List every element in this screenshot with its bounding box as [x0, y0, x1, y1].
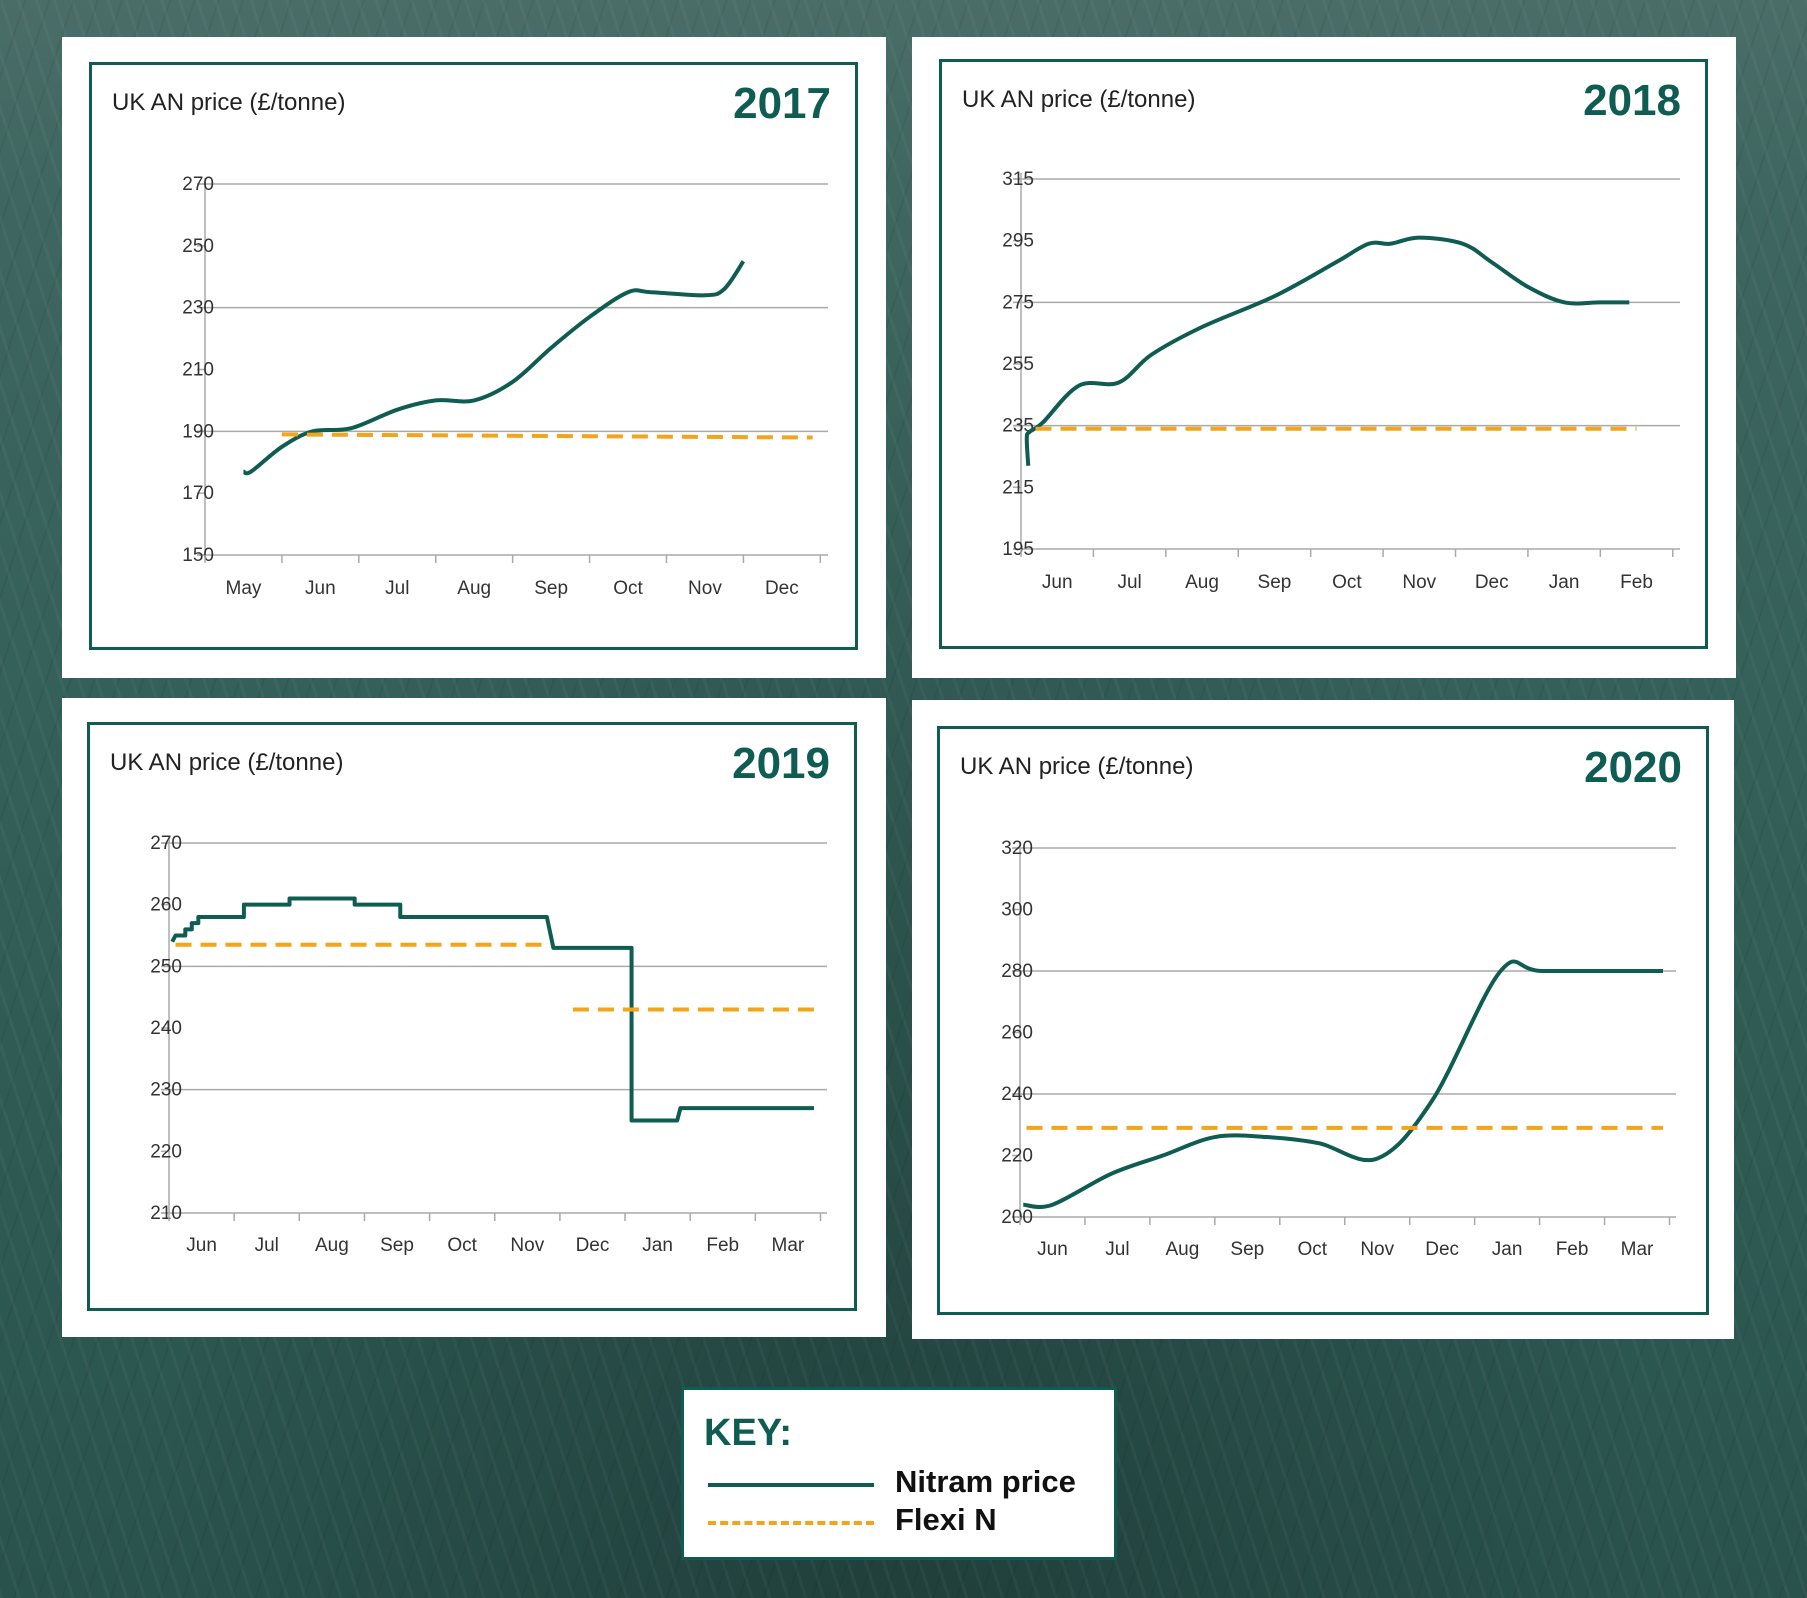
y-tick-label: 240 — [1001, 1084, 1033, 1105]
y-tick-label: 270 — [182, 174, 214, 195]
x-tick-label: Jan — [642, 1235, 673, 1256]
chart-title: UK AN price (£/tonne) — [960, 753, 1194, 780]
y-tick-label: 270 — [150, 833, 182, 854]
y-tick-label: 210 — [182, 360, 214, 381]
x-tick-label: Jun — [1042, 572, 1073, 593]
chart-panel-2017: UK AN price (£/tonne) 2017 270 250 230 210 1… — [62, 37, 886, 678]
chart-year: 2018 — [1583, 76, 1681, 125]
x-tick-label: Oct — [1297, 1239, 1327, 1260]
x-tick-label: Aug — [315, 1235, 349, 1256]
x-tick-label: Jul — [1105, 1239, 1129, 1260]
x-tick-label: Jan — [1549, 572, 1580, 593]
x-tick-label: Jun — [305, 578, 336, 599]
x-tick-label: Dec — [1425, 1239, 1459, 1260]
y-tick-label: 230 — [150, 1080, 182, 1101]
y-tick-label: 220 — [150, 1141, 182, 1162]
y-tick-label: 250 — [182, 236, 214, 257]
x-tick-label: Jun — [1037, 1239, 1068, 1260]
x-tick-label: Aug — [1165, 1239, 1199, 1260]
y-tick-label: 210 — [150, 1203, 182, 1224]
x-tick-label: Dec — [1475, 572, 1509, 593]
y-tick-label: 260 — [1001, 1023, 1033, 1044]
x-tick-label: Sep — [1230, 1239, 1264, 1260]
x-tick-label: Dec — [576, 1235, 610, 1256]
x-tick-label: Sep — [1258, 572, 1292, 593]
legend-label-nitram: Nitram price — [895, 1464, 1076, 1499]
x-tick-label: Aug — [457, 578, 491, 599]
nitram-price-line — [242, 260, 746, 476]
chart-year: 2019 — [732, 739, 830, 788]
x-tick-label: Mar — [772, 1235, 805, 1256]
nitram-price-line — [1023, 959, 1664, 1209]
y-tick-label: 280 — [1001, 961, 1033, 982]
y-tick-label: 235 — [1002, 416, 1034, 437]
y-tick-label: 255 — [1002, 354, 1034, 375]
x-tick-label: Nov — [1360, 1239, 1394, 1260]
x-tick-label: Sep — [380, 1235, 414, 1256]
x-tick-label: Mar — [1621, 1239, 1654, 1260]
x-tick-label: Feb — [1556, 1239, 1589, 1260]
x-tick-label: Oct — [1332, 572, 1362, 593]
x-tick-label: Nov — [510, 1235, 544, 1256]
x-tick-label: Oct — [447, 1235, 477, 1256]
y-tick-label: 170 — [182, 483, 214, 504]
chart-year: 2020 — [1584, 743, 1682, 792]
chart-title: UK AN price (£/tonne) — [962, 86, 1196, 113]
x-tick-label: Aug — [1185, 572, 1219, 593]
x-tick-label: Oct — [613, 578, 643, 599]
y-tick-label: 300 — [1001, 900, 1033, 921]
x-tick-label: Dec — [765, 578, 799, 599]
y-tick-label: 250 — [150, 956, 182, 977]
chart-panel-2018: UK AN price (£/tonne) 2018 315 295 275 255 2… — [912, 37, 1736, 678]
chart-year: 2017 — [733, 79, 831, 128]
flexi-n-line — [281, 432, 813, 440]
legend-label-flexi: Flexi N — [895, 1502, 997, 1537]
x-tick-label: May — [226, 578, 262, 599]
y-tick-label: 295 — [1002, 231, 1034, 252]
chart-frame: UK AN price (£/tonne) 2018 — [939, 59, 1708, 649]
x-tick-label: Jul — [1117, 572, 1141, 593]
plot-2018: 315 295 275 255 235 215 195 Jun Jul Aug Sep Oct Nov D… — [1002, 169, 1680, 593]
legend-title: KEY: — [704, 1412, 792, 1454]
y-tick-label: 315 — [1002, 169, 1034, 190]
y-tick-label: 275 — [1002, 292, 1034, 313]
x-tick-label: Feb — [1620, 572, 1653, 593]
y-tick-label: 195 — [1002, 539, 1034, 560]
chart-title: UK AN price (£/tonne) — [112, 89, 346, 116]
chart-title: UK AN price (£/tonne) — [110, 749, 344, 776]
y-tick-label: 220 — [1001, 1146, 1033, 1167]
plot-2017: 270 250 230 210 190 170 150 May Jun Jul Aug Sep Oct N… — [182, 174, 828, 599]
y-tick-label: 240 — [150, 1018, 182, 1039]
x-tick-label: Sep — [534, 578, 568, 599]
x-tick-label: Jun — [186, 1235, 217, 1256]
chart-panel-2020: UK AN price (£/tonne) 2020 320 300 280 260 2… — [912, 700, 1734, 1339]
x-tick-label: Nov — [688, 578, 722, 599]
nitram-price-line — [170, 896, 814, 1123]
nitram-price-line — [1024, 235, 1630, 466]
x-tick-label: Nov — [1402, 572, 1436, 593]
x-tick-label: Jan — [1492, 1239, 1523, 1260]
y-tick-label: 260 — [150, 895, 182, 916]
y-tick-label: 150 — [182, 545, 214, 566]
y-tick-label: 320 — [1001, 838, 1033, 859]
x-tick-label: Jul — [255, 1235, 279, 1256]
x-tick-label: Jul — [385, 578, 409, 599]
y-tick-label: 190 — [182, 421, 214, 442]
y-tick-label: 215 — [1002, 477, 1034, 498]
chart-panel-2019: UK AN price (£/tonne) 2019 270 260 250 240 2… — [62, 698, 886, 1337]
x-tick-label: Feb — [706, 1235, 739, 1256]
chart-frame: UK AN price (£/tonne) 2017 — [89, 62, 858, 650]
legend-swatch-nitram — [708, 1483, 874, 1487]
y-tick-label: 200 — [1001, 1207, 1033, 1228]
y-tick-label: 230 — [182, 298, 214, 319]
legend-swatch-flexi — [708, 1521, 874, 1525]
legend-key: KEY: Nitram price Flexi N — [681, 1387, 1117, 1560]
